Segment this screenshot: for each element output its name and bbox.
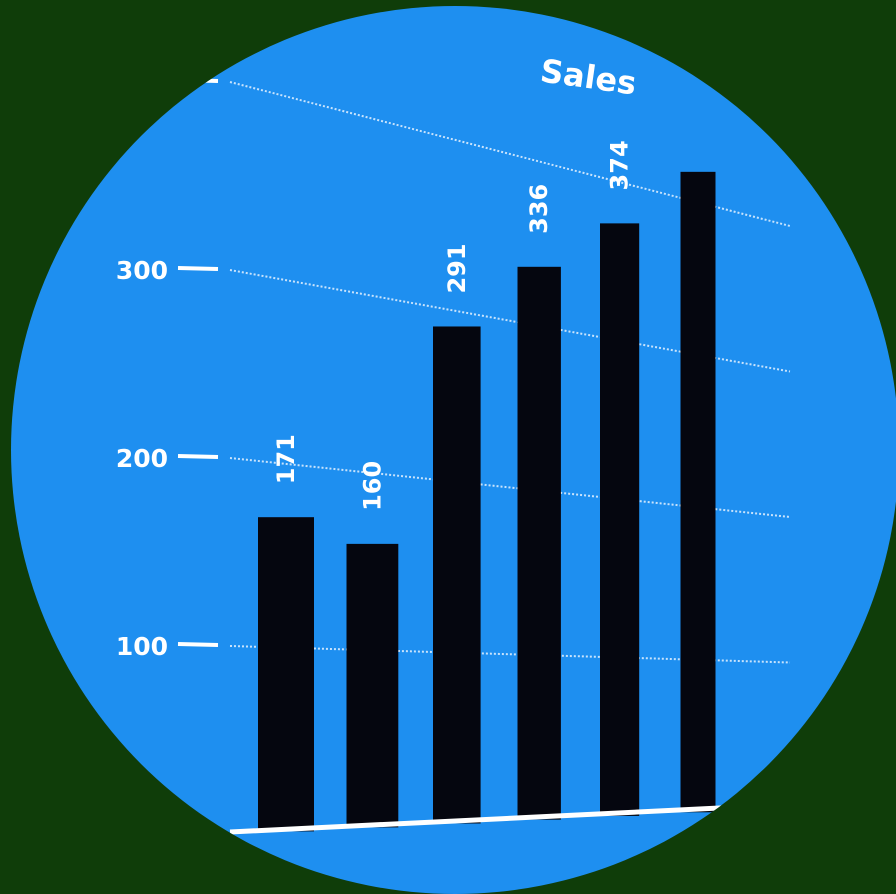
bar-value-label: 374 — [606, 140, 634, 190]
y-tick-label: 200 — [116, 444, 168, 473]
baseline — [229, 804, 741, 835]
bar — [433, 326, 481, 824]
y-tick-label: 300 — [116, 256, 168, 285]
bars — [258, 171, 716, 832]
bar-value-label: 160 — [358, 461, 386, 511]
y-tick-mark — [177, 642, 219, 647]
bar — [517, 266, 561, 820]
y-tick-label: 100 — [116, 632, 168, 661]
y-tick-mark — [177, 266, 219, 271]
x-axis-line — [229, 804, 741, 835]
bar — [680, 171, 716, 813]
y-axis: 100 200 300 — [116, 78, 219, 661]
bar-value-label: 171 — [272, 434, 300, 484]
bar-value-label: 336 — [525, 184, 553, 234]
bar-value-label: 291 — [443, 243, 471, 293]
gridline — [229, 269, 791, 373]
bar — [346, 543, 399, 828]
bar — [258, 517, 314, 832]
bar — [600, 223, 640, 816]
gridline — [229, 645, 791, 664]
value-labels: 171 160 291 336 374 — [272, 140, 634, 511]
y-tick-mark — [177, 454, 219, 459]
